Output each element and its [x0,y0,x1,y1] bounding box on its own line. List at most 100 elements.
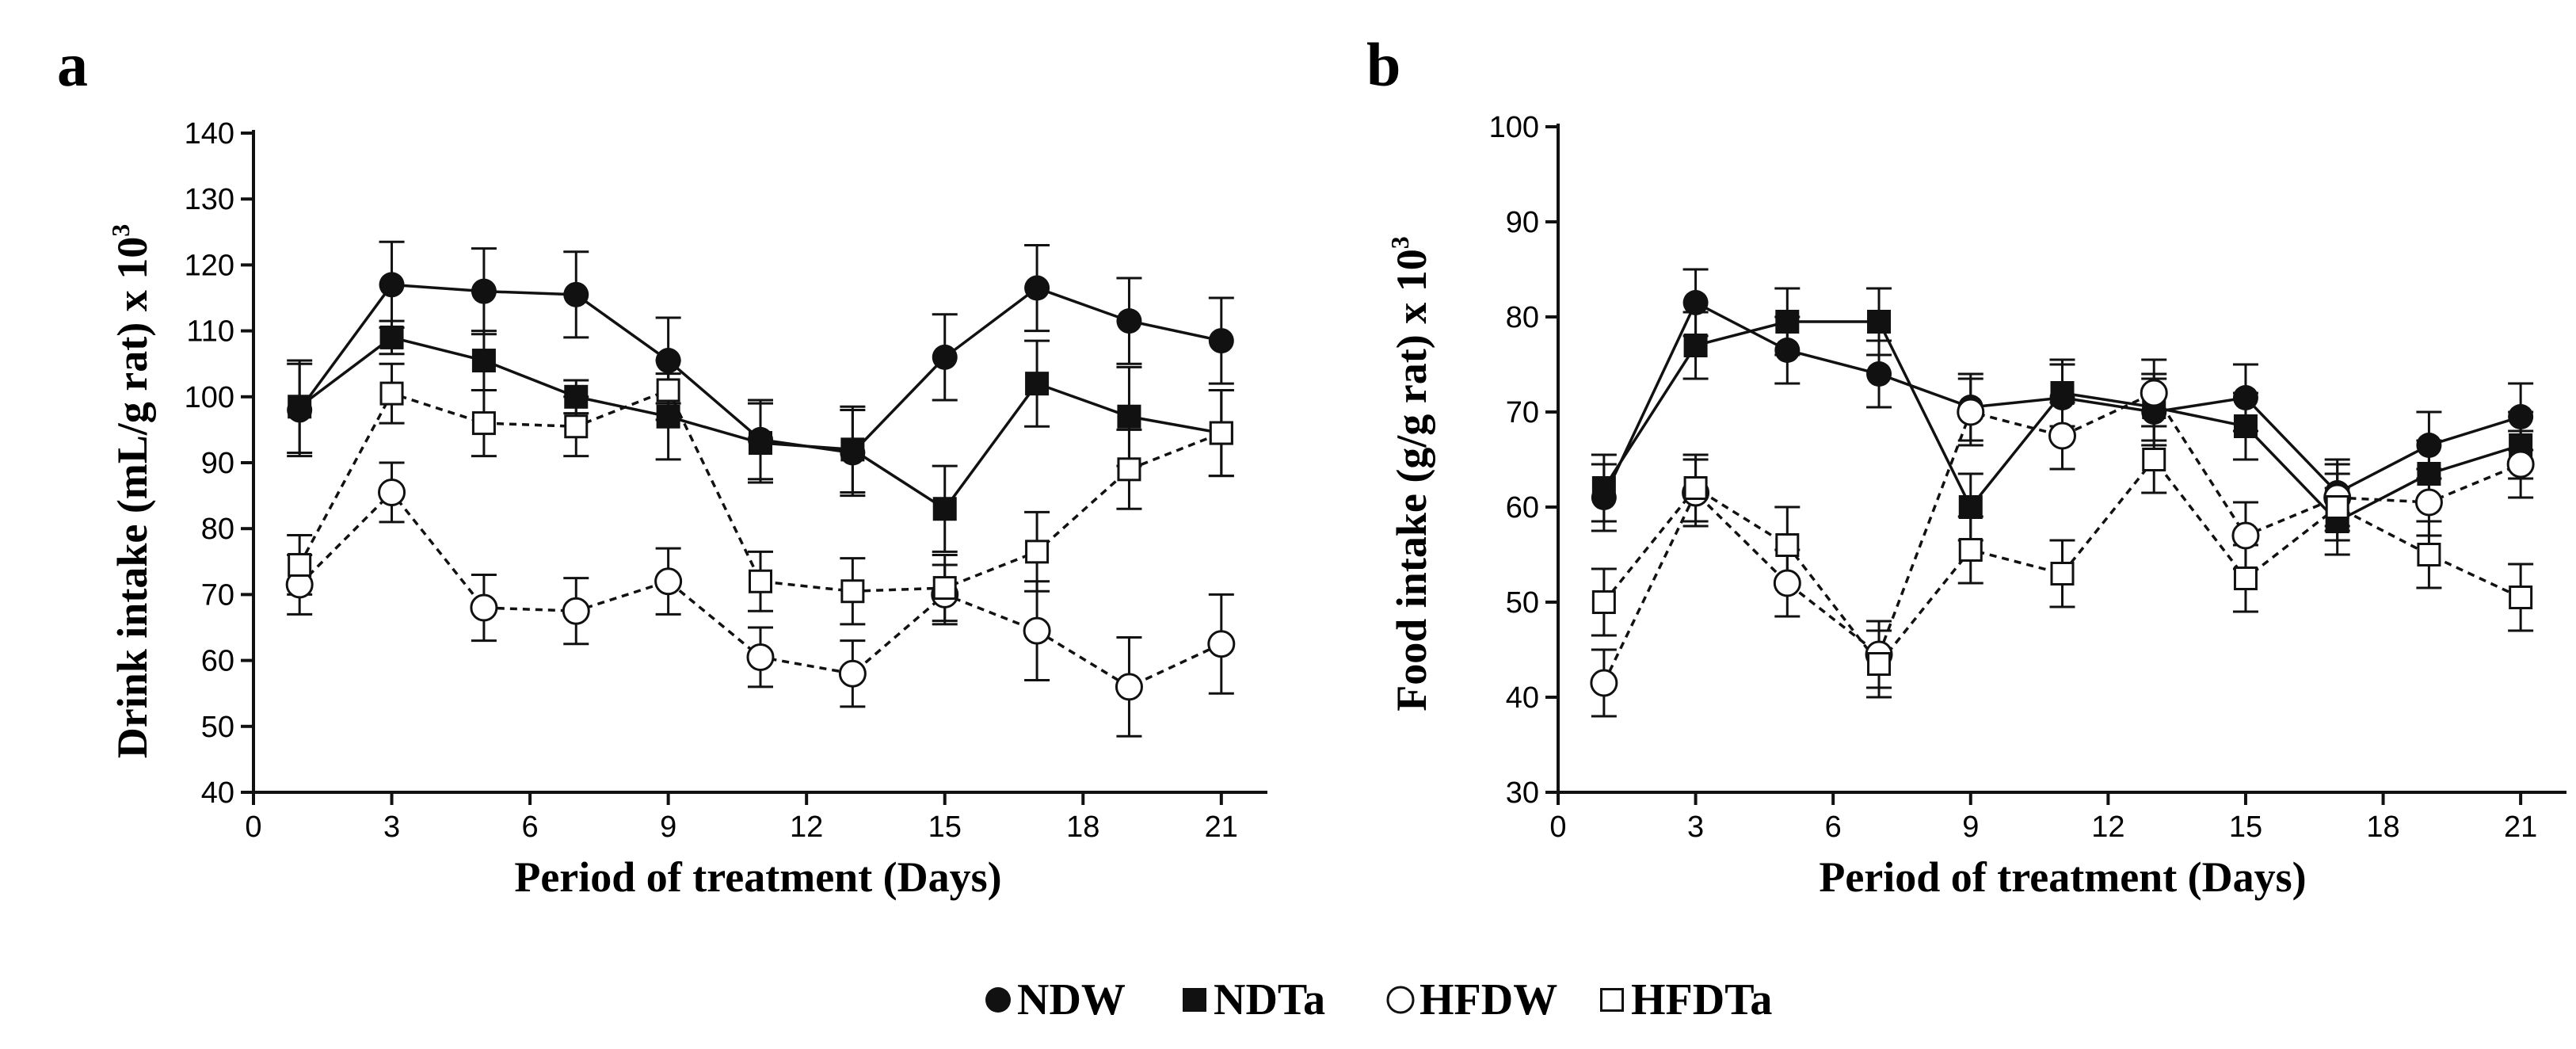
data-point-hfdta [2325,495,2349,519]
data-point-ndta [2233,414,2258,438]
x-tick-label: 0 [1549,811,1566,844]
data-point-hfdw [746,643,775,671]
data-point-ndw [1866,361,1892,387]
data-point-hfdw [838,659,867,688]
data-point-ndw [2232,385,2258,410]
data-point-hfdw [2414,488,2443,517]
data-point-ndta [932,497,957,521]
data-point-hfdta [288,552,312,577]
x-tick-label: 15 [928,811,962,844]
data-point-ndta [1683,334,1708,357]
x-tick-label: 15 [2229,811,2262,844]
legend-item-ndw: NDW [985,975,1126,1024]
y-tick-label: 120 [185,249,234,282]
data-point-ndw [1774,338,1801,363]
legend-item-ndta: NDTa [1183,975,1325,1024]
legend: NDW NDTa HFDW HFDTa [985,975,1772,1024]
data-point-hfdw [1773,569,1801,597]
data-point-hfdta [1209,421,1233,445]
x-tick-label: 18 [2366,811,2399,844]
y-tick-label: 50 [1506,586,1539,620]
data-point-hfdw [2048,422,2076,450]
data-point-ndw [1208,328,1234,354]
data-point-ndta [749,431,772,456]
data-point-ndta [564,384,589,409]
data-point-hfdta [471,411,496,436]
data-point-ndw [2416,433,2442,458]
panel-a-plot: 40 50 60 70 80 90 100 110 120 130 140 0 3 6 9 12 15 18 21 [185,117,1267,844]
panel-b: b Food intake (g/g rat) x 103 Period of … [1366,30,2566,901]
x-tick-label: 9 [660,811,676,844]
y-tick-label: 100 [185,381,234,414]
y-tick-label: 140 [185,117,234,151]
data-point-hfdta [2050,562,2075,586]
y-tick-label: 40 [1506,681,1539,715]
data-point-hfdta [749,569,772,593]
data-point-hfdta [1683,476,1708,500]
data-point-ndta [288,395,312,419]
legend-marker-hfdw [1386,986,1415,1014]
data-point-hfdta [2417,543,2441,566]
data-point-hfdw [1590,669,1618,697]
x-tick-label: 0 [245,811,261,844]
legend-label-ndw: NDW [1017,975,1126,1024]
legend-item-hfdta: HFDTa [1600,975,1772,1024]
x-tick-label: 3 [1687,811,1704,844]
data-point-ndta [379,325,404,349]
data-point-hfdta [2509,586,2533,609]
data-point-ndta [656,404,680,429]
data-point-hfdta [1867,652,1892,676]
data-point-ndta [1775,310,1800,334]
y-tick-label: 110 [186,315,234,349]
legend-label-hfdw: HFDW [1419,975,1557,1024]
panel-a-y-axis-title: Drink intake (mL/g rat) x 103 [106,224,156,758]
panel-a-label: a [57,30,88,99]
data-point-ndw [1682,290,1709,315]
data-point-ndw [1116,308,1142,334]
y-tick-label: 130 [185,183,234,216]
data-point-ndta [1025,372,1050,396]
x-tick-label: 21 [1205,811,1238,844]
y-tick-label: 70 [201,578,234,612]
data-point-ndta [1117,404,1141,429]
data-point-hfdta [1775,533,1800,557]
data-point-ndw [2508,404,2534,429]
data-point-hfdw [2506,450,2535,479]
data-point-hfdta [1025,540,1050,564]
x-tick-label: 6 [1825,811,1842,844]
x-tick-label: 9 [1962,811,1979,844]
legend-marker-ndw [985,987,1011,1013]
data-point-hfdw [2231,521,2260,550]
legend-marker-ndta [1183,988,1206,1012]
data-point-ndw [655,348,681,374]
data-point-hfdta [932,576,957,601]
data-point-hfdta [656,378,680,402]
panel-b-x-axis-title: Period of treatment (Days) [1819,853,2306,901]
y-tick-label: 90 [201,447,234,480]
data-point-ndw [1024,275,1050,301]
panel-a: a Drink intake (mL/g rat) x 103 Period o… [57,30,1267,901]
data-point-ndta [2417,462,2441,486]
data-point-ndw [932,344,958,370]
y-tick-label: 60 [1506,491,1539,524]
data-point-hfdta [1117,457,1141,482]
y-tick-label: 60 [201,645,234,678]
x-tick-label: 12 [790,811,823,844]
panel-b-plot: 30 40 50 60 70 80 90 100 0 3 6 9 12 15 18 21 [1489,111,2566,844]
x-tick-label: 6 [522,811,539,844]
data-point-hfdta [564,414,589,439]
data-point-hfdta [1591,590,1616,614]
data-point-hfdw [378,478,406,506]
series-line-hfdw [1602,391,2521,684]
data-point-hfdta [2233,566,2258,590]
legend-item-hfdw: HFDW [1386,975,1557,1024]
data-point-hfdw [2140,379,2168,407]
y-tick-label: 70 [1506,396,1539,429]
legend-marker-hfdta [1600,988,1624,1012]
series-line-hfdta [1602,457,2521,666]
data-point-ndta [2050,381,2075,405]
panel-b-label: b [1366,30,1400,99]
x-tick-label: 12 [2091,811,2124,844]
data-point-hfdw [654,567,683,596]
